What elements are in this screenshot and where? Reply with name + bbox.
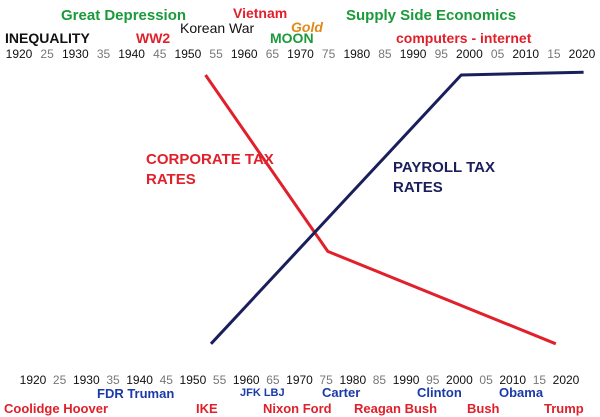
bottom-tick-1940: 1940 <box>126 373 153 387</box>
top-tick-2000: 2000 <box>456 47 483 61</box>
event-vietnam: Vietnam <box>233 5 288 21</box>
bottom-tick-15: 15 <box>533 373 547 387</box>
bottom-tick-65: 65 <box>266 373 280 387</box>
event-great-depression: Great Depression <box>61 7 187 24</box>
top-tick-25: 25 <box>40 47 54 61</box>
bottom-tick-2020: 2020 <box>553 373 580 387</box>
top-axis-ticks: 1920 25 1930 35 1940 45 1950 55 1960 65 1970 75 1980… <box>6 47 596 61</box>
top-tick-1930: 1930 <box>62 47 89 61</box>
bottom-tick-1920: 1920 <box>20 373 47 387</box>
top-tick-1950: 1950 <box>175 47 202 61</box>
bottom-tick-1950: 1950 <box>180 373 207 387</box>
president-bush: Bush <box>467 401 500 416</box>
top-tick-65: 65 <box>266 47 280 61</box>
president-obama: Obama <box>499 385 544 400</box>
top-tick-75: 75 <box>322 47 336 61</box>
top-tick-45: 45 <box>153 47 167 61</box>
bottom-tick-1990: 1990 <box>393 373 420 387</box>
president-coolidge-hoover: Coolidge Hoover <box>4 401 109 416</box>
bottom-tick-75: 75 <box>319 373 333 387</box>
series-layer <box>204 70 584 346</box>
president-clinton: Clinton <box>417 385 462 400</box>
series-line-payroll <box>209 70 584 345</box>
bottom-tick-45: 45 <box>160 373 174 387</box>
top-tick-2010: 2010 <box>512 47 539 61</box>
president-ike: IKE <box>196 401 218 416</box>
top-tick-1960: 1960 <box>231 47 258 61</box>
president-jfk-lbj: JFK LBJ <box>240 387 285 399</box>
top-tick-05: 05 <box>491 47 505 61</box>
top-tick-1970: 1970 <box>287 47 314 61</box>
top-tick-95: 95 <box>435 47 449 61</box>
event-ww2: WW2 <box>136 30 171 46</box>
bottom-tick-55: 55 <box>213 373 227 387</box>
event-gold: Gold <box>291 19 323 35</box>
president-nixon-ford: Nixon Ford <box>263 401 332 416</box>
president-carter: Carter <box>322 385 361 400</box>
bottom-tick-1960: 1960 <box>233 373 260 387</box>
top-tick-2020: 2020 <box>569 47 596 61</box>
bottom-tick-35: 35 <box>106 373 120 387</box>
top-tick-55: 55 <box>209 47 223 61</box>
series-label-corporate: CORPORATE TAX RATES <box>146 151 274 188</box>
bottom-tick-05: 05 <box>479 373 493 387</box>
bottom-tick-2000: 2000 <box>446 373 473 387</box>
bottom-tick-25: 25 <box>53 373 67 387</box>
event-korean-war: Korean War <box>180 20 255 36</box>
top-tick-1990: 1990 <box>400 47 427 61</box>
bottom-tick-2010: 2010 <box>499 373 526 387</box>
top-tick-1920: 1920 <box>6 47 33 61</box>
top-tick-15: 15 <box>547 47 561 61</box>
president-fdr-truman: FDR Truman <box>97 386 175 401</box>
event-inequality: INEQUALITY <box>5 30 90 46</box>
bottom-tick-85: 85 <box>373 373 387 387</box>
top-tick-1940: 1940 <box>118 47 145 61</box>
event-computers-internet: computers - internet <box>396 30 532 46</box>
president-trump: Trump <box>544 401 584 416</box>
bottom-tick-1970: 1970 <box>286 373 313 387</box>
bottom-tick-95: 95 <box>426 373 440 387</box>
top-tick-35: 35 <box>97 47 111 61</box>
series-line-corporate <box>204 74 557 346</box>
president-reagan-bush: Reagan Bush <box>354 401 438 416</box>
bottom-tick-1930: 1930 <box>73 373 100 387</box>
top-tick-1980: 1980 <box>343 47 370 61</box>
event-supply-side-economics: Supply Side Economics <box>346 7 517 24</box>
bottom-tick-1980: 1980 <box>339 373 366 387</box>
series-label-payroll: PAYROLL TAX RATES <box>393 159 495 196</box>
bottom-axis-ticks: 1920 25 1930 35 1940 45 1950 55 1960 65 1970 75 1980… <box>20 373 580 387</box>
event-moon: MOON <box>270 30 314 46</box>
top-tick-85: 85 <box>378 47 392 61</box>
